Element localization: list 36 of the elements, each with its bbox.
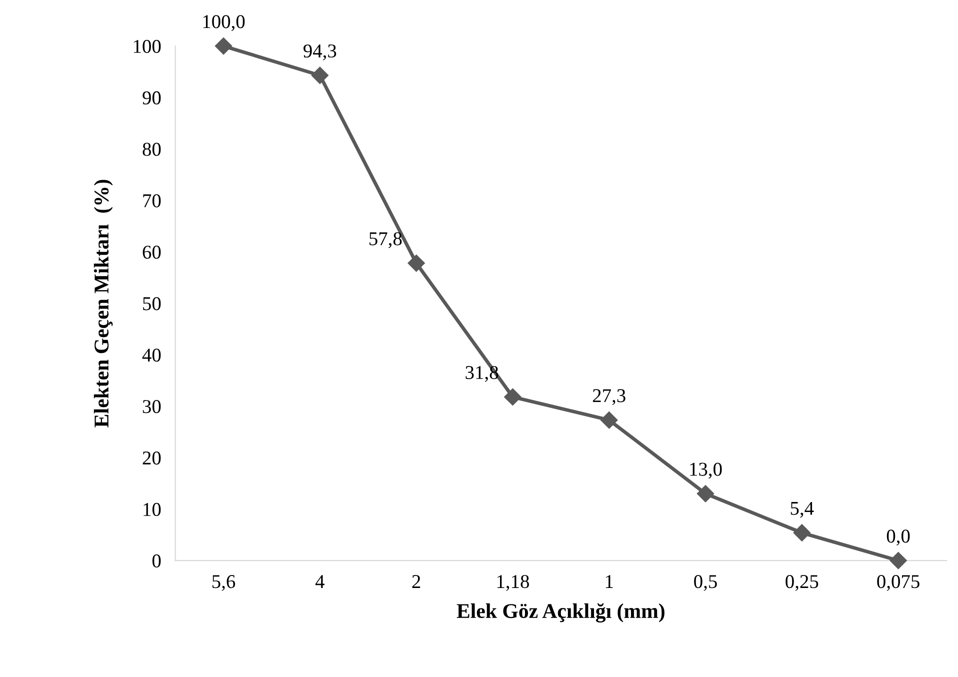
x-tick-label: 4	[315, 575, 324, 588]
point	[214, 37, 232, 55]
point	[890, 552, 907, 570]
x-tick-label: 5,6	[212, 575, 236, 591]
point	[311, 66, 328, 84]
y-tick-label: 90	[142, 91, 161, 104]
y-axis-title: Elekten Geçen Miktarı (%)	[94, 180, 113, 428]
point	[793, 524, 810, 542]
y-tick-label: 20	[142, 451, 161, 465]
x-axis-title: Elek Göz Açıklığı (mm)	[456, 603, 664, 622]
x-tick-label: 2	[412, 575, 420, 588]
data-label: 57,8	[370, 232, 402, 248]
data-label: 94,3	[304, 44, 336, 60]
y-tick-label: 30	[142, 400, 161, 414]
y-tick-label: 70	[143, 194, 161, 208]
data-label: 100,0	[203, 15, 245, 31]
y-tick-label: 80	[142, 142, 161, 156]
y-tick-label: 100	[134, 40, 161, 53]
x-tick-label: 0,25	[786, 575, 818, 591]
data-label: 0,0	[886, 530, 910, 546]
y-tick-label: 60	[142, 246, 161, 259]
x-tick-label: 1	[606, 575, 613, 588]
point	[696, 485, 714, 502]
point	[408, 254, 425, 272]
point	[600, 412, 618, 429]
x-tick-label: 0,075	[877, 575, 920, 591]
x-tick-label: 0,5	[694, 575, 717, 591]
data-label: 13,0	[690, 462, 722, 479]
y-tick-label: 0	[152, 554, 161, 568]
y-tick-label: 40	[142, 348, 161, 362]
data-label: 5,4	[790, 502, 814, 518]
point	[504, 388, 522, 406]
y-tick-label: 10	[144, 502, 161, 516]
x-tick-label: 1,18	[497, 575, 529, 591]
y-tick-label: 50	[143, 297, 161, 310]
data-label: 27,3	[592, 389, 626, 406]
